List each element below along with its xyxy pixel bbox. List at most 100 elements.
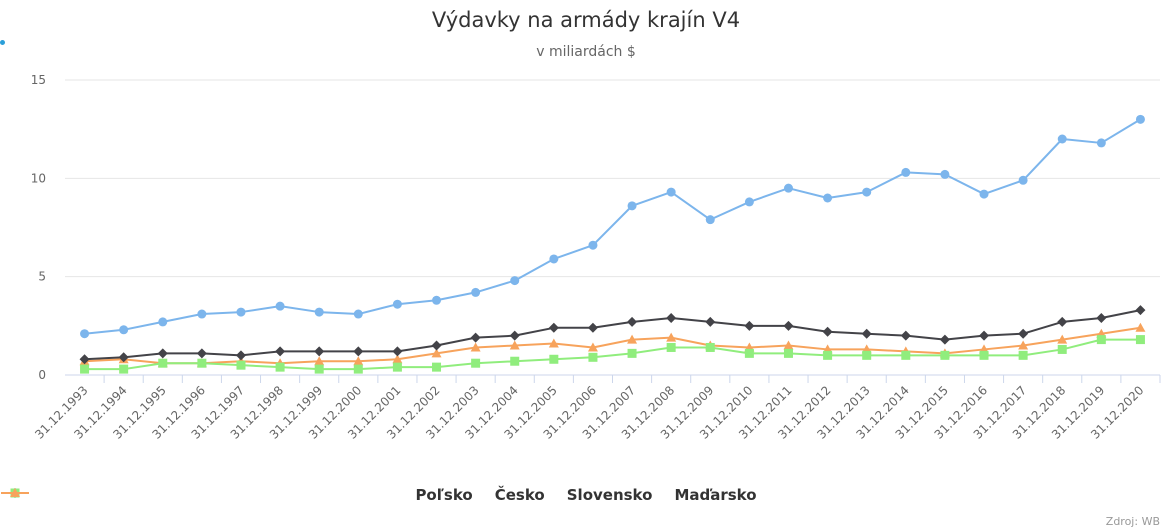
data-point (119, 364, 129, 374)
series-line (84, 338, 1141, 371)
data-point (431, 348, 442, 358)
series-line (84, 309, 1141, 361)
data-point (1135, 322, 1146, 332)
data-point (1018, 340, 1029, 350)
data-point (862, 350, 872, 360)
data-point (666, 187, 676, 197)
data-point (901, 350, 911, 360)
data-point (392, 362, 402, 372)
data-point (862, 187, 872, 197)
data-point (744, 348, 754, 358)
data-point (783, 183, 793, 193)
legend-symbol (1, 488, 29, 497)
data-point (275, 301, 285, 311)
data-point (1057, 334, 1068, 344)
data-point (1018, 350, 1028, 360)
data-point (823, 193, 833, 203)
data-point (705, 342, 715, 352)
data-point (510, 276, 520, 286)
data-point (118, 352, 129, 363)
data-point (627, 201, 637, 211)
data-point (353, 364, 363, 374)
data-point (196, 348, 207, 359)
data-point (783, 320, 794, 331)
data-point (432, 362, 442, 372)
data-point (940, 169, 950, 179)
legend-label: Poľsko (415, 486, 473, 504)
data-point (197, 309, 207, 319)
data-point (705, 215, 715, 225)
data-point (158, 317, 168, 327)
data-point (705, 316, 716, 327)
legend-item[interactable]: Poľsko (1, 486, 473, 504)
data-point (431, 340, 442, 351)
data-point (627, 316, 638, 327)
data-point (548, 338, 559, 348)
data-point (471, 287, 481, 297)
legend-item[interactable]: Česko (1, 486, 545, 504)
data-point (1057, 316, 1068, 327)
data-point (548, 322, 559, 333)
data-point (275, 362, 285, 372)
data-point (314, 364, 324, 374)
data-point (470, 342, 481, 352)
data-point (1135, 305, 1146, 316)
data-point (588, 240, 598, 250)
data-point (666, 332, 677, 342)
line-chart: 05101531.12.199331.12.199431.12.199531.1… (31, 73, 1161, 442)
data-point (587, 322, 598, 333)
data-point (549, 254, 559, 264)
data-point (157, 348, 168, 359)
source-credit: Zdroj: WB (1105, 515, 1160, 528)
data-point (79, 354, 90, 365)
data-point (783, 348, 793, 358)
chart-legend: Poľsko Česko Slovensko Maďarsko (0, 486, 1172, 504)
data-point (80, 329, 90, 339)
y-tick-label: 15 (31, 73, 46, 87)
data-point (588, 352, 598, 362)
data-point (80, 364, 90, 374)
data-point (314, 356, 325, 366)
data-point (1018, 328, 1029, 339)
data-point (353, 309, 363, 319)
data-point (587, 342, 598, 352)
data-point (861, 328, 872, 339)
data-point (392, 354, 403, 364)
legend-label: Slovensko (566, 486, 653, 504)
data-point (979, 330, 990, 341)
data-point (939, 334, 950, 345)
data-point (822, 326, 833, 337)
data-point (627, 334, 638, 344)
data-point (1096, 138, 1106, 148)
data-point (275, 346, 286, 357)
data-point (1096, 335, 1106, 345)
data-point (236, 360, 246, 370)
data-point (744, 320, 755, 331)
data-point (353, 346, 364, 357)
data-point (783, 340, 794, 350)
data-point (392, 299, 402, 309)
data-point (314, 346, 325, 357)
data-point (235, 350, 246, 361)
legend-label: Maďarsko (674, 486, 757, 504)
data-point (901, 167, 911, 177)
data-point (1135, 114, 1145, 124)
data-point (471, 358, 481, 368)
data-point (392, 346, 403, 357)
data-point (432, 295, 442, 305)
series-line (84, 326, 1141, 365)
legend-item[interactable]: Slovensko (1, 486, 653, 504)
data-point (1057, 344, 1067, 354)
data-point (666, 312, 677, 323)
chart-subtitle: v miliardách $ (536, 44, 636, 60)
data-point (509, 330, 520, 341)
data-point (158, 358, 168, 368)
data-point (744, 197, 754, 207)
data-point (509, 340, 520, 350)
data-point (1018, 175, 1028, 185)
legend-item[interactable]: Maďarsko (1, 486, 757, 504)
data-point (236, 307, 246, 317)
data-point (1096, 312, 1107, 323)
series-line (84, 118, 1141, 335)
data-point (510, 356, 520, 366)
